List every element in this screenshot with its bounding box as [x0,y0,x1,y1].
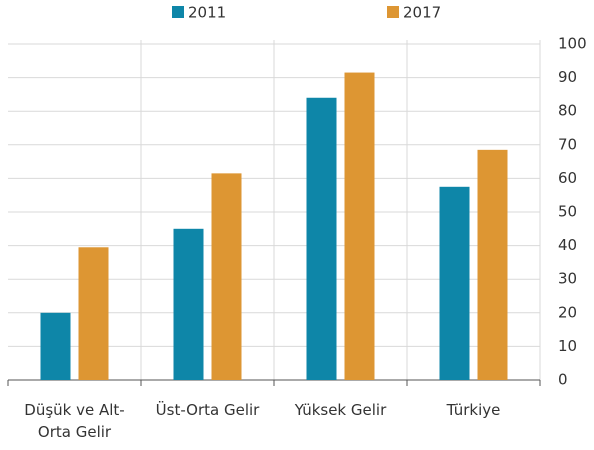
bar [477,149,508,380]
y-tick-label: 70 [558,135,577,153]
bar [40,312,71,380]
y-tick-label: 100 [558,35,587,53]
bar [211,173,242,380]
bar [344,72,375,380]
x-tick-label: Türkiye [446,401,501,419]
bar [306,97,337,380]
y-tick-label: 60 [558,169,577,187]
y-tick-label: 10 [558,337,577,355]
x-tick-label: Düşük ve Alt-Orta Gelir [24,401,125,441]
y-tick-label: 80 [558,102,577,120]
y-tick-label: 20 [558,303,577,321]
y-tick-label: 50 [558,203,577,221]
y-tick-label: 30 [558,270,577,288]
legend-swatch [387,6,399,18]
y-tick-label: 90 [558,68,577,86]
bar [173,228,204,380]
y-tick-label: 0 [558,371,568,389]
x-tick-label: Yüksek Gelir [294,401,387,419]
x-tick-label: Üst-Orta Gelir [155,401,260,419]
legend-label: 2017 [403,4,441,22]
y-tick-label: 40 [558,236,577,254]
legend-swatch [172,6,184,18]
bar [439,186,470,380]
legend-label: 2011 [188,4,226,22]
bar [78,247,109,380]
